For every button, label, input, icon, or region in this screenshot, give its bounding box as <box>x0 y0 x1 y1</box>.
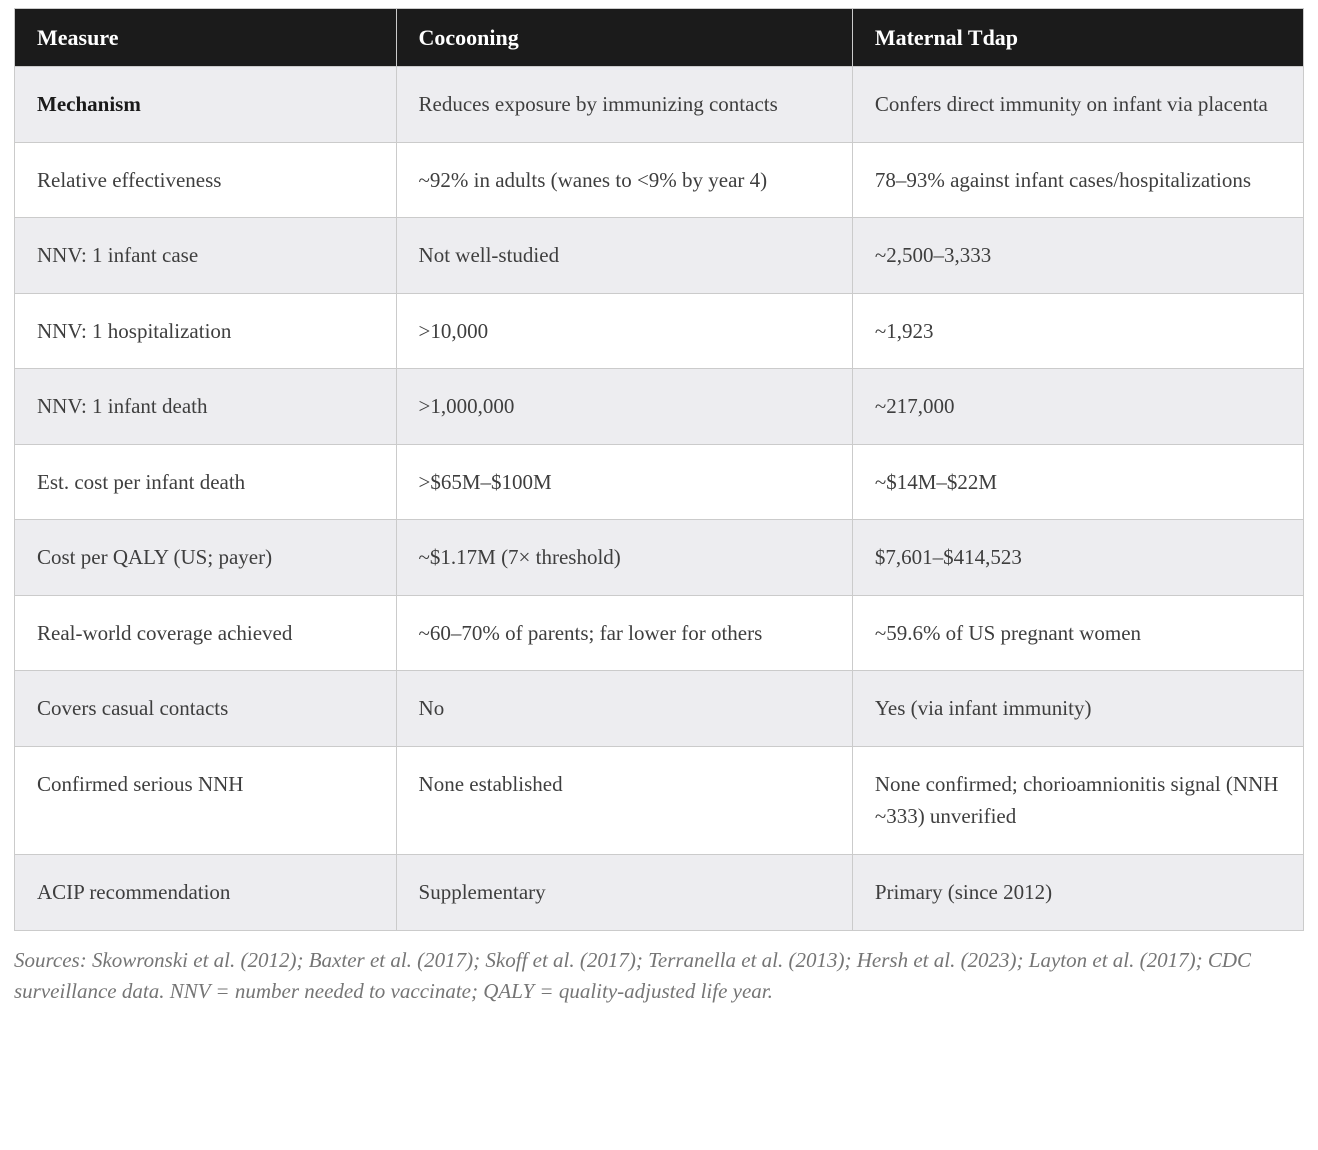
table-row: Covers casual contacts No Yes (via infan… <box>14 670 1305 747</box>
cocooning-cell: ~$1.17M (7× threshold) <box>395 519 853 596</box>
table-row: NNV: 1 infant case Not well-studied ~2,5… <box>14 217 1305 294</box>
table-row: Est. cost per infant death >$65M–$100M ~… <box>14 443 1305 521</box>
measure-cell: NNV: 1 hospitalization <box>14 292 397 370</box>
column-header-cocooning: Cocooning <box>395 8 853 67</box>
measure-cell: Confirmed serious NNH <box>14 745 397 856</box>
table-row: Cost per QALY (US; payer) ~$1.17M (7× th… <box>14 519 1305 596</box>
cocooning-cell: Reduces exposure by immunizing contacts <box>395 66 853 143</box>
table-row: ACIP recommendation Supplementary Primar… <box>14 854 1305 931</box>
measure-cell: Mechanism <box>14 66 397 143</box>
table-row: NNV: 1 hospitalization >10,000 ~1,923 <box>14 292 1305 370</box>
maternal-tdap-cell: $7,601–$414,523 <box>851 519 1305 596</box>
table-row: Confirmed serious NNH None established N… <box>14 745 1305 856</box>
maternal-tdap-cell: 78–93% against infant cases/hospitalizat… <box>851 141 1305 219</box>
maternal-tdap-cell: Primary (since 2012) <box>851 854 1305 931</box>
column-header-measure: Measure <box>14 8 397 67</box>
measure-cell: Relative effectiveness <box>14 141 397 219</box>
maternal-tdap-cell: ~217,000 <box>851 368 1305 445</box>
measure-cell: ACIP recommendation <box>14 854 397 931</box>
table-row: Real-world coverage achieved ~60–70% of … <box>14 594 1305 672</box>
maternal-tdap-cell: None confirmed; chorioamnionitis signal … <box>851 745 1305 856</box>
table-row: Mechanism Reduces exposure by immunizing… <box>14 66 1305 143</box>
cocooning-cell: No <box>395 670 853 747</box>
measure-cell: Real-world coverage achieved <box>14 594 397 672</box>
cocooning-cell: ~60–70% of parents; far lower for others <box>395 594 853 672</box>
table-row: Relative effectiveness ~92% in adults (w… <box>14 141 1305 219</box>
maternal-tdap-cell: ~1,923 <box>851 292 1305 370</box>
measure-cell: Cost per QALY (US; payer) <box>14 519 397 596</box>
cocooning-cell: Supplementary <box>395 854 853 931</box>
cocooning-cell: ~92% in adults (wanes to <9% by year 4) <box>395 141 853 219</box>
cocooning-cell: Not well-studied <box>395 217 853 294</box>
maternal-tdap-cell: ~2,500–3,333 <box>851 217 1305 294</box>
maternal-tdap-cell: ~$14M–$22M <box>851 443 1305 521</box>
maternal-tdap-cell: ~59.6% of US pregnant women <box>851 594 1305 672</box>
measure-cell: NNV: 1 infant death <box>14 368 397 445</box>
cocooning-cell: >$65M–$100M <box>395 443 853 521</box>
comparison-table: Measure Cocooning Maternal Tdap Mechanis… <box>14 8 1305 931</box>
header-row: Measure Cocooning Maternal Tdap <box>14 8 1305 67</box>
table-row: NNV: 1 infant death >1,000,000 ~217,000 <box>14 368 1305 445</box>
measure-cell: NNV: 1 infant case <box>14 217 397 294</box>
measure-cell: Covers casual contacts <box>14 670 397 747</box>
maternal-tdap-cell: Yes (via infant immunity) <box>851 670 1305 747</box>
maternal-tdap-cell: Confers direct immunity on infant via pl… <box>851 66 1305 143</box>
cocooning-cell: None established <box>395 745 853 856</box>
cocooning-cell: >1,000,000 <box>395 368 853 445</box>
cocooning-cell: >10,000 <box>395 292 853 370</box>
column-header-maternal-tdap: Maternal Tdap <box>851 8 1305 67</box>
measure-cell: Est. cost per infant death <box>14 443 397 521</box>
sources-footnote: Sources: Skowronski et al. (2012); Baxte… <box>14 947 1252 1004</box>
